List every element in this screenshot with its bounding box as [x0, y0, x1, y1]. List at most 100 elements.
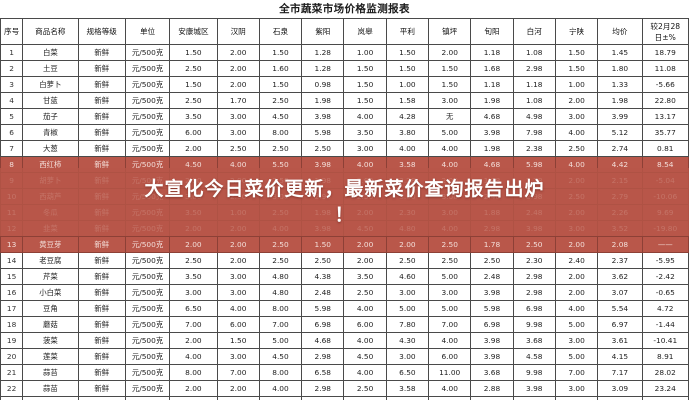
cell-spec: 新鲜 — [77, 396, 126, 400]
cell-price: 6.58 — [301, 364, 345, 381]
table-row: 23黄瓜新鲜元/500克3.005.005.006.505.003.585.00… — [0, 396, 689, 400]
cell-price: 2.98 — [512, 268, 556, 285]
column-header-hanyin: 汉阴 — [216, 18, 260, 45]
cell-price: 2.00 — [216, 172, 260, 189]
column-header-pingli: 平利 — [385, 18, 430, 45]
cell-percent-change: 28.02 — [641, 364, 689, 381]
cell-index: 13 — [0, 236, 24, 253]
cell-product-name: 青椒 — [22, 124, 79, 141]
cell-price: 3.98 — [470, 332, 514, 349]
cell-price: 2.48 — [470, 268, 514, 285]
cell-index: 5 — [0, 108, 24, 125]
cell-price: 3.00 — [216, 124, 260, 141]
cell-unit: 元/500克 — [124, 268, 171, 285]
cell-percent-change: 8.54 — [641, 156, 689, 173]
cell-price: 3.00 — [428, 188, 472, 205]
cell-price: 2.00 — [554, 204, 599, 221]
cell-price: 6.50 — [169, 300, 218, 317]
cell-price: 3.00 — [385, 348, 430, 365]
cell-price: 2.98 — [512, 60, 556, 77]
cell-product-name: 冬瓜 — [22, 204, 79, 221]
cell-price: 2.00 — [554, 268, 599, 285]
table-row: 4 甘蓝 新鲜 元/500克 2.50 1.70 2.50 1.98 1.50 1.58 3.00 1… — [0, 92, 689, 109]
column-header-zhenping: 镇坪 — [428, 18, 472, 45]
cell-price: 4.30 — [385, 332, 430, 349]
cell-price: 2.30 — [512, 252, 556, 269]
cell-price: 2.50 — [216, 140, 260, 157]
cell-price: 4.00 — [428, 156, 472, 173]
cell-percent-change: -10.41 — [641, 332, 689, 349]
cell-price: 4.00 — [428, 380, 472, 397]
percent-header-line1: 较2月28 — [650, 21, 681, 31]
cell-price: 2.00 — [343, 204, 387, 221]
cell-price: 2.98 — [512, 396, 556, 400]
cell-price: 5.98 — [301, 124, 345, 141]
cell-product-name: 豆角 — [22, 300, 79, 317]
cell-price: 1.58 — [385, 92, 430, 109]
column-header-average: 均价 — [597, 18, 643, 45]
cell-percent-change: -19.80 — [641, 220, 689, 237]
cell-price: 4.00 — [258, 380, 303, 397]
cell-percent-change: 8.91 — [641, 348, 689, 365]
cell-percent-change: -5.66 — [641, 76, 689, 93]
cell-price: 0.98 — [301, 76, 345, 93]
cell-price: 11.00 — [428, 364, 472, 381]
cell-price: 3.50 — [169, 204, 218, 221]
cell-price: 2.50 — [343, 188, 387, 205]
cell-price: 1.28 — [301, 44, 345, 61]
cell-price: 8.00 — [258, 124, 303, 141]
cell-price: 3.58 — [385, 396, 430, 400]
table-row: 22 蒜苗 新鲜 元/500克 2.00 2.00 4.00 2.98 2.50 3.58 4.00… — [0, 380, 689, 397]
cell-price: 4.00 — [554, 156, 599, 173]
cell-price: 3.50 — [554, 396, 599, 400]
cell-percent-change: 9.69 — [641, 204, 689, 221]
cell-price: 2.00 — [428, 44, 472, 61]
table-header: 序号 商品名称 规格等级 单位 安康城区 汉阴 石泉 紫阳 岚皋 平利 镇坪 旬… — [0, 18, 689, 45]
cell-price: 2.50 — [301, 252, 345, 269]
cell-average: 2.79 — [597, 188, 643, 205]
cell-percent-change: 11.08 — [641, 60, 689, 77]
cell-price: 6.50 — [301, 396, 345, 400]
cell-price: 2.50 — [169, 60, 218, 77]
cell-price: 1.00 — [343, 44, 387, 61]
cell-percent-change: 35.77 — [641, 124, 689, 141]
cell-product-name: 西葫芦 — [22, 188, 79, 205]
cell-price: 2.00 — [169, 236, 218, 253]
cell-price: 4.80 — [258, 284, 303, 301]
cell-price: 无 — [428, 108, 472, 125]
cell-price: 6.00 — [169, 124, 218, 141]
cell-price: 6.98 — [470, 316, 514, 333]
cell-index: 3 — [0, 76, 24, 93]
cell-price: 4.00 — [385, 140, 430, 157]
cell-index: 21 — [0, 364, 24, 381]
cell-price: 3.00 — [554, 380, 599, 397]
cell-price: 7.98 — [512, 124, 556, 141]
cell-price: 2.00 — [169, 380, 218, 397]
cell-price: 5.00 — [554, 348, 599, 365]
cell-price: 1.50 — [385, 44, 430, 61]
cell-product-name: 芹菜 — [22, 268, 79, 285]
table-row: 20 莲菜 新鲜 元/500克 4.00 3.00 4.50 2.98 4.50 3.00 6.00… — [0, 348, 689, 365]
column-header-name: 商品名称 — [22, 18, 79, 45]
cell-index: 17 — [0, 300, 24, 317]
column-header-langao: 岚皋 — [343, 18, 387, 45]
cell-price: 7.00 — [428, 316, 472, 333]
cell-spec: 新鲜 — [77, 188, 126, 205]
cell-price: 3.98 — [301, 220, 345, 237]
cell-price: 2.50 — [216, 188, 260, 205]
cell-price: 5.98 — [470, 300, 514, 317]
column-header-ningshan: 宁陕 — [554, 18, 599, 45]
table-row: 1 白菜 新鲜 元/500克 1.50 2.00 1.50 1.28 1.00 1.50 2.00 1… — [0, 44, 689, 61]
cell-price: 1.98 — [470, 92, 514, 109]
cell-price: 2.50 — [343, 284, 387, 301]
table-row: 5 茄子 新鲜 元/500克 3.50 3.00 4.50 3.98 4.00 4.28 无 4.68… — [0, 108, 689, 125]
cell-price: 2.00 — [216, 44, 260, 61]
cell-percent-change: —— — [641, 236, 689, 253]
cell-price: 2.38 — [512, 140, 556, 157]
cell-price: 1.00 — [385, 76, 430, 93]
cell-price: 2.00 — [343, 172, 387, 189]
cell-price: 3.50 — [169, 268, 218, 285]
cell-index: 11 — [0, 204, 24, 221]
cell-price: 2.00 — [216, 220, 260, 237]
cell-spec: 新鲜 — [77, 380, 126, 397]
